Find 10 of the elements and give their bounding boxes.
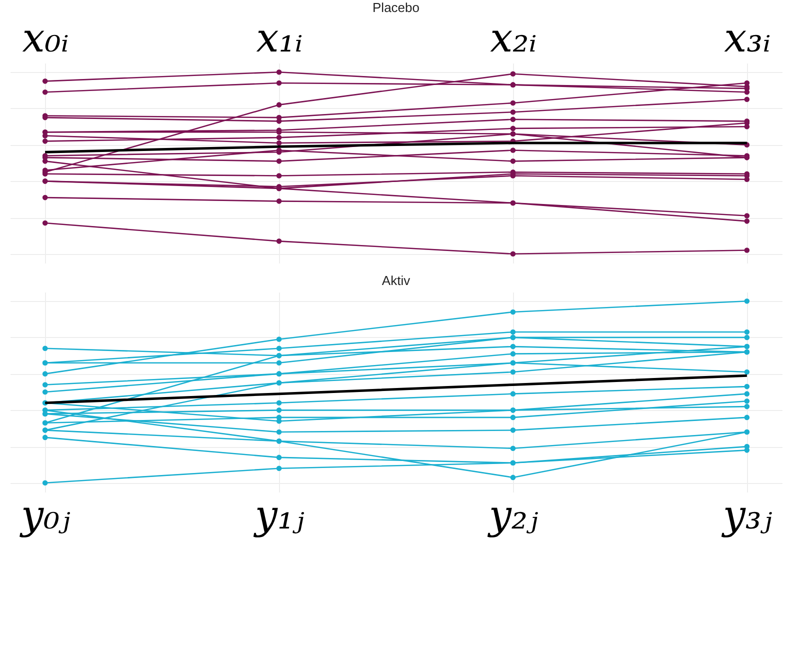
x-tick-label: y₃ⱼ <box>720 492 772 538</box>
x-tick-label: x₀ᵢ <box>22 16 69 62</box>
x-tick-label: y₀ⱼ <box>18 492 71 538</box>
x-tick-label: y₂ⱼ <box>486 492 538 538</box>
chart-title: Placebo <box>372 0 420 15</box>
x-tick-label: x₁ᵢ <box>256 16 303 62</box>
x-tick-label: y₁ⱼ <box>252 492 305 538</box>
x-tick-label: x₃ᵢ <box>724 16 771 62</box>
chart-title: Aktiv <box>382 273 411 288</box>
x-tick-label: x₂ᵢ <box>490 16 537 62</box>
